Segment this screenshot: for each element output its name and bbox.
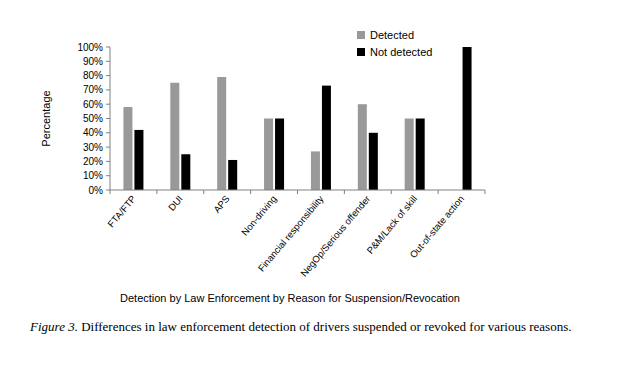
y-tick: [106, 147, 110, 148]
y-tick: [106, 161, 110, 162]
x-tick: [203, 190, 204, 194]
y-tick: [106, 118, 110, 119]
bar: [170, 83, 179, 190]
legend-swatch: [357, 31, 365, 39]
bar: [275, 119, 284, 191]
bar: [311, 151, 320, 190]
y-tick-label: 40%: [83, 127, 103, 138]
x-tick-label: Out-of-state action: [407, 193, 466, 260]
x-axis-label: Detection by Law Enforcement by Reason f…: [120, 292, 460, 304]
y-tick-label: 60%: [83, 99, 103, 110]
y-tick: [106, 190, 110, 191]
caption-text: Differences in law enforcement detection…: [81, 319, 571, 334]
x-tick: [485, 190, 486, 194]
y-tick-label: 70%: [83, 84, 103, 95]
x-tick-label: NegOp/Serious offender: [298, 193, 372, 278]
caption-label: Figure 3.: [30, 319, 78, 334]
bar: [134, 130, 143, 190]
bar: [405, 119, 414, 191]
y-axis: [110, 47, 111, 190]
bar: [181, 154, 190, 190]
y-axis-label: Percentage: [40, 90, 52, 146]
y-tick-label: 90%: [83, 56, 103, 67]
y-tick: [106, 61, 110, 62]
legend-label: Detected: [370, 29, 414, 41]
bar: [264, 119, 273, 191]
bar: [416, 119, 425, 191]
bars: [123, 47, 471, 190]
y-tick-label: 80%: [83, 70, 103, 81]
x-tick-label: APS: [211, 193, 232, 215]
y-tick-label: 0%: [89, 185, 104, 196]
x-tick: [156, 190, 157, 194]
x-tick: [297, 190, 298, 194]
figure: 0% 10% 20% 30% 40% 50% 60% 70% 80% 90% 100% FTA/FTP…: [0, 0, 638, 386]
y-tick-label: 10%: [83, 170, 103, 181]
x-tick-label: FTA/FTP: [105, 193, 138, 229]
y-tick-label: 20%: [83, 156, 103, 167]
caption: Figure 3. Differences in law enforcement…: [30, 318, 622, 335]
x-tick: [391, 190, 392, 194]
chart: 0% 10% 20% 30% 40% 50% 60% 70% 80% 90% 100% FTA/FTP…: [0, 0, 638, 310]
y-tick: [106, 75, 110, 76]
y-tick: [106, 104, 110, 105]
bar: [123, 107, 132, 190]
x-tick: [438, 190, 439, 194]
x-tick: [250, 190, 251, 194]
bar: [358, 104, 367, 190]
y-tick: [106, 89, 110, 90]
y-tick-label: 50%: [83, 113, 103, 124]
x-tick-label: DUI: [166, 193, 185, 213]
bar: [463, 47, 472, 190]
y-tick: [106, 47, 110, 48]
x-tick-label: Non-driving: [239, 193, 279, 237]
bar: [369, 133, 378, 190]
y-tick: [106, 132, 110, 133]
bar: [217, 77, 226, 190]
x-tick-label: P&M/Lack of skill: [364, 193, 419, 255]
legend-swatch: [357, 48, 365, 56]
y-tick-label: 100%: [77, 42, 103, 53]
y-tick: [106, 175, 110, 176]
legend-label: Not detected: [370, 46, 432, 58]
bar: [228, 160, 237, 190]
x-tick: [344, 190, 345, 194]
x-tick: [110, 190, 111, 194]
y-tick-label: 30%: [83, 142, 103, 153]
bar: [322, 86, 331, 190]
